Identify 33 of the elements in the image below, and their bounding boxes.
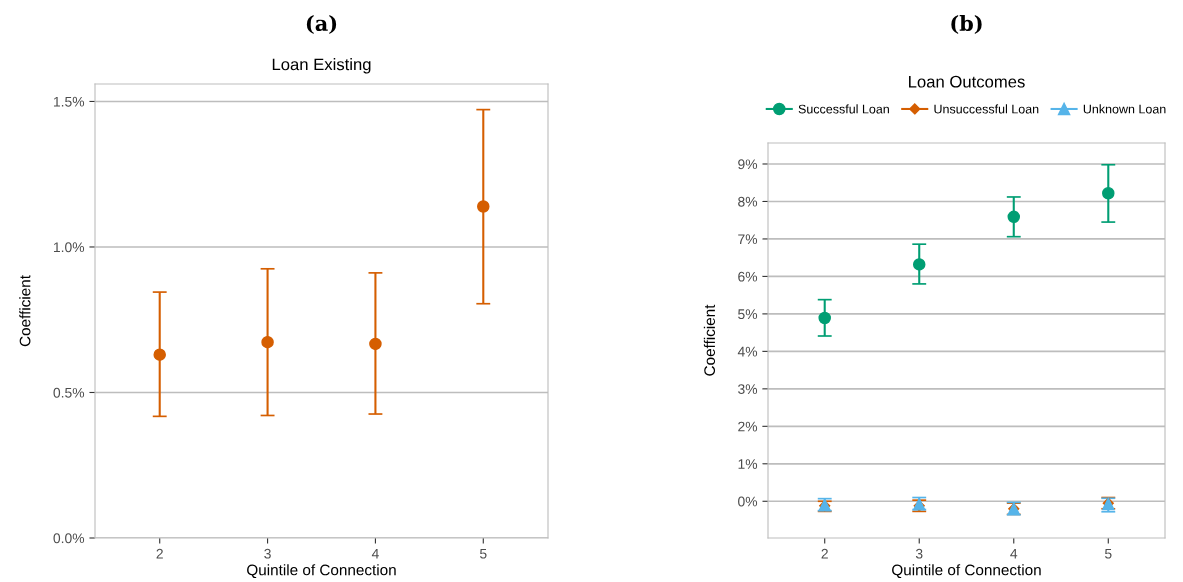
legend-label: Unknown Loan [1083,104,1166,114]
y-tick-label: 0% [738,496,758,507]
x-axis-title: Quintile of Connection [892,564,1041,579]
y-axis-title: Coefficient [703,304,716,376]
x-tick-label: 3 [264,548,271,559]
x-tick-label: 5 [479,548,487,559]
y-tick-label: 9% [738,159,758,170]
x-axis-title: Quintile of Connection [247,564,396,579]
x-tick-label: 4 [371,548,379,559]
text: (b) [951,14,982,34]
y-tick-label: 4% [737,346,758,357]
y-tick-label: 7% [738,234,758,245]
y-tick-label: 0.5% [53,387,85,398]
y-axis-title: Coefficient [19,275,31,347]
x-tick-label: 2 [821,548,828,559]
y-tick-label: 1.0% [53,242,85,253]
chart-title: Loan Existing [272,58,371,74]
y-tick-label: 2% [738,421,758,432]
chart-title: Loan Outcomes [909,75,1025,88]
x-tick-label: 3 [915,548,923,559]
text: (a) [306,14,337,34]
legend-label: Successful Loan [798,104,889,114]
y-tick-label: 5% [738,309,758,320]
y-tick-label: 8% [738,196,758,207]
y-tick-label: 0.0% [53,533,85,544]
y-tick-label: 6% [738,271,758,282]
x-tick-label: 2 [156,548,163,559]
x-tick-label: 4 [1010,548,1018,559]
x-tick-label: 5 [1104,548,1112,559]
legend-label: Unsuccessful Loan [934,104,1039,114]
y-tick-label: 1.5% [53,96,85,107]
y-tick-label: 3% [738,384,758,395]
y-tick-label: 1% [738,459,758,469]
